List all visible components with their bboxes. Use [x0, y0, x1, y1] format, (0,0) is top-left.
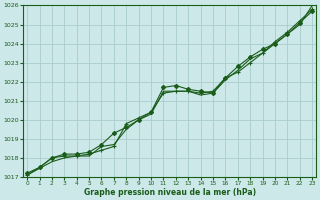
X-axis label: Graphe pression niveau de la mer (hPa): Graphe pression niveau de la mer (hPa): [84, 188, 256, 197]
